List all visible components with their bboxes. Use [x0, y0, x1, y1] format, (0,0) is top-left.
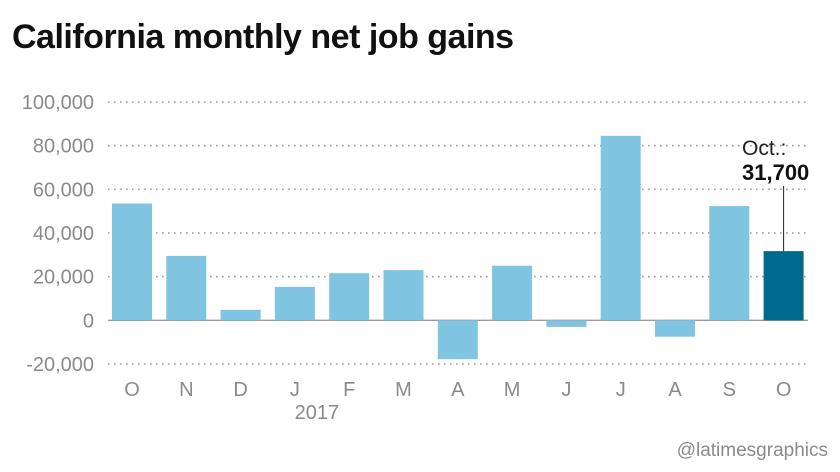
bars	[112, 135, 804, 360]
x-tick-label: J	[290, 379, 300, 401]
x-tick-label: J	[561, 379, 571, 401]
bar	[166, 255, 207, 321]
x-tick-label: M	[504, 379, 521, 401]
y-tick-label: 40,000	[33, 223, 94, 245]
bar	[492, 265, 533, 321]
y-tick-label: 60,000	[33, 179, 94, 201]
x-tick-label: O	[124, 379, 140, 401]
y-tick-label: 0	[83, 310, 94, 332]
x-tick-label: D	[233, 379, 247, 401]
y-tick-label: 100,000	[22, 92, 94, 114]
x-tick-label: A	[451, 379, 465, 401]
year-label: 2017	[295, 402, 340, 424]
bar-highlighted	[763, 251, 804, 321]
bar	[329, 273, 370, 321]
y-tick-label: -20,000	[26, 354, 94, 376]
y-axis-ticks: 100,000 80,000 60,000 40,000 20,000 0 -20,000	[22, 92, 94, 376]
y-tick-label: 20,000	[33, 267, 94, 289]
credit-line: @latimesgraphics	[676, 440, 828, 461]
bar	[274, 286, 315, 321]
bar	[437, 320, 478, 360]
annotation-label: Oct.:	[742, 137, 786, 160]
y-tick-label: 80,000	[33, 136, 94, 158]
bar	[655, 320, 695, 337]
x-tick-label: N	[179, 379, 193, 401]
x-tick-label: M	[395, 379, 412, 401]
bar	[112, 203, 152, 321]
x-tick-label: S	[723, 379, 736, 401]
bar	[709, 206, 750, 321]
annotation-value: 31,700	[742, 160, 809, 185]
bar	[546, 320, 587, 327]
x-tick-label: O	[776, 379, 792, 401]
bar	[600, 135, 641, 321]
x-tick-label: F	[343, 379, 355, 401]
x-tick-label: J	[616, 379, 626, 401]
bar	[383, 270, 424, 321]
bar	[220, 309, 261, 321]
x-tick-label: A	[668, 379, 682, 401]
chart-title: California monthly net job gains	[12, 18, 514, 56]
